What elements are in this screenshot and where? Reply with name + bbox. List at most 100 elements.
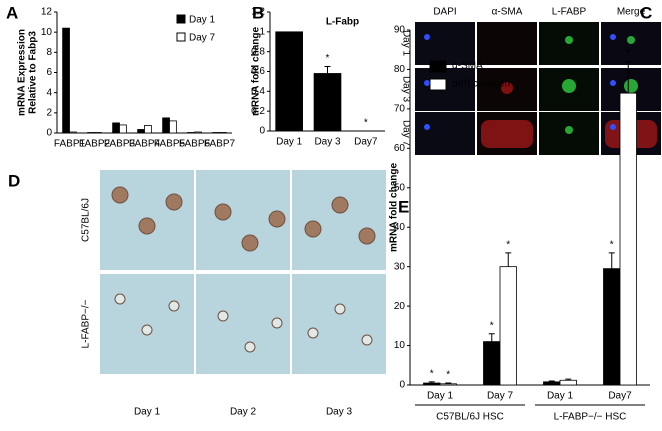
bar bbox=[219, 132, 227, 134]
cell bbox=[565, 126, 573, 134]
chart-title: L-Fabp bbox=[326, 17, 359, 28]
bar bbox=[559, 379, 577, 386]
micrograph bbox=[415, 112, 475, 155]
y-tick-label: 2 bbox=[46, 107, 52, 118]
bar bbox=[112, 122, 120, 134]
y-tick-label: 0.4 bbox=[251, 86, 265, 97]
bar bbox=[313, 73, 342, 132]
bar bbox=[119, 124, 127, 134]
panel-label: D bbox=[8, 171, 20, 190]
cell bbox=[361, 334, 373, 346]
bar bbox=[69, 131, 77, 134]
row-label: C57BL/6J bbox=[81, 198, 92, 242]
bar bbox=[275, 31, 303, 132]
significance: * bbox=[446, 370, 450, 381]
cell bbox=[624, 79, 638, 93]
column-label: Day 2 bbox=[230, 407, 257, 418]
cell bbox=[114, 293, 126, 305]
cell bbox=[358, 227, 376, 245]
cell bbox=[304, 220, 322, 238]
row-label: Day 3 bbox=[400, 76, 411, 103]
y-tick-label: 1.2 bbox=[251, 7, 265, 18]
y-tick-label: 70 bbox=[394, 104, 406, 115]
significance: * bbox=[326, 53, 330, 64]
cell bbox=[217, 310, 229, 322]
y-tick-label: 12 bbox=[41, 7, 53, 18]
panel-label: A bbox=[6, 3, 18, 22]
y-axis-label: mRNA fold change bbox=[389, 163, 400, 253]
legend-label: αI(I) collagen bbox=[452, 79, 510, 90]
bar bbox=[187, 132, 195, 134]
cell bbox=[214, 203, 232, 221]
bar bbox=[423, 382, 441, 386]
error-bar bbox=[565, 378, 572, 381]
y-tick-label: 80 bbox=[394, 64, 406, 75]
bar bbox=[603, 268, 621, 386]
y-tick-label: 1 bbox=[259, 26, 265, 37]
y-tick-label: 10 bbox=[41, 27, 53, 38]
error-bar bbox=[505, 252, 512, 267]
significance: * bbox=[610, 240, 614, 251]
legend-swatch bbox=[429, 60, 447, 73]
y-tick-label: 4 bbox=[46, 87, 52, 98]
error-bar bbox=[625, 61, 632, 94]
x-tick-label: FABP3 bbox=[104, 139, 136, 150]
legend-swatch bbox=[429, 78, 447, 91]
micrograph bbox=[292, 170, 386, 270]
cell bbox=[138, 217, 156, 235]
y-tick-label: 50 bbox=[394, 182, 406, 193]
cell bbox=[501, 82, 513, 94]
significance: * bbox=[430, 368, 434, 379]
nucleus bbox=[610, 34, 616, 40]
column-label: Day 1 bbox=[134, 407, 161, 418]
legend-label: Day 7 bbox=[189, 33, 216, 44]
bar bbox=[619, 92, 637, 386]
significance: * bbox=[490, 320, 494, 331]
micrograph bbox=[477, 22, 537, 65]
y-tick-label: 20 bbox=[394, 301, 406, 312]
x-tick-label: Day7 bbox=[608, 391, 632, 402]
bar bbox=[62, 27, 70, 134]
y-tick-label: 0 bbox=[399, 380, 405, 391]
y-axis-label: Relative to Fabp3 bbox=[28, 31, 39, 114]
x-tick-label: FABP6 bbox=[179, 139, 211, 150]
bar bbox=[194, 131, 202, 134]
cell bbox=[627, 36, 635, 44]
panel-label: E bbox=[398, 197, 409, 216]
x-tick-label: FABP2 bbox=[79, 139, 111, 150]
cell bbox=[331, 196, 349, 214]
micrograph bbox=[415, 22, 475, 65]
x-tick-label: Day 7 bbox=[487, 391, 514, 402]
cell bbox=[141, 324, 153, 336]
panel-label: B bbox=[252, 3, 264, 22]
y-tick-label: 0 bbox=[259, 126, 265, 137]
group-label: C57BL/6J HSC bbox=[436, 412, 504, 423]
x-tick-label: Day 1 bbox=[276, 137, 303, 148]
cell bbox=[271, 317, 283, 329]
cell bbox=[562, 79, 576, 93]
bar bbox=[483, 341, 501, 386]
error-bar bbox=[488, 333, 495, 342]
nucleus bbox=[610, 124, 616, 130]
group-label: L-FABP−/− HSC bbox=[554, 412, 627, 423]
y-tick-label: 40 bbox=[394, 222, 406, 233]
y-tick-label: 6 bbox=[46, 67, 52, 78]
y-tick-label: 10 bbox=[394, 340, 406, 351]
y-tick-label: 8 bbox=[46, 47, 52, 58]
cell bbox=[307, 327, 319, 339]
micrograph bbox=[100, 274, 194, 374]
bar bbox=[439, 383, 457, 386]
bar bbox=[87, 132, 95, 134]
legend-label: α-SMA bbox=[452, 61, 483, 72]
legend-label: Day 1 bbox=[189, 15, 216, 26]
nucleus bbox=[610, 80, 616, 86]
fibers bbox=[481, 120, 533, 148]
y-tick-label: 0.6 bbox=[251, 66, 265, 77]
y-tick-label: 30 bbox=[394, 261, 406, 272]
cell bbox=[111, 186, 129, 204]
bar bbox=[94, 132, 102, 134]
error-bar bbox=[428, 381, 435, 384]
column-label: Day 3 bbox=[326, 407, 353, 418]
cell bbox=[165, 193, 183, 211]
